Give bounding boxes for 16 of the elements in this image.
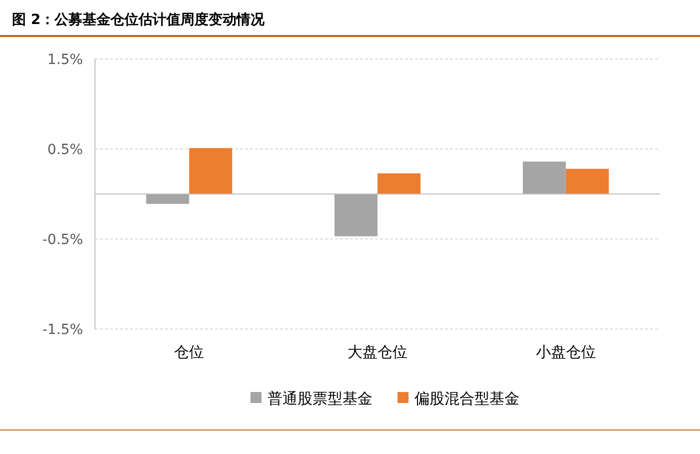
y-tick-label: -0.5% — [42, 232, 83, 248]
bar — [334, 194, 378, 236]
legend-label: 普通股票型基金 — [268, 389, 372, 408]
x-tick-label: 小盘仓位 — [536, 343, 596, 361]
bar — [189, 148, 232, 194]
x-tick-label: 仓位 — [174, 343, 204, 361]
x-tick-label: 大盘仓位 — [348, 343, 408, 361]
bar — [378, 173, 420, 194]
bar — [566, 168, 609, 194]
y-tick-label: 0.5% — [47, 142, 83, 158]
y-tick-label: -1.5% — [42, 322, 83, 338]
bar — [146, 194, 190, 204]
legend-label: 偏股混合型基金 — [414, 389, 520, 408]
bar — [522, 162, 566, 194]
y-tick-label: 1.5% — [47, 52, 83, 68]
chart-title: 图 2：公募基金仓位估计值周度变动情况 — [12, 11, 266, 28]
